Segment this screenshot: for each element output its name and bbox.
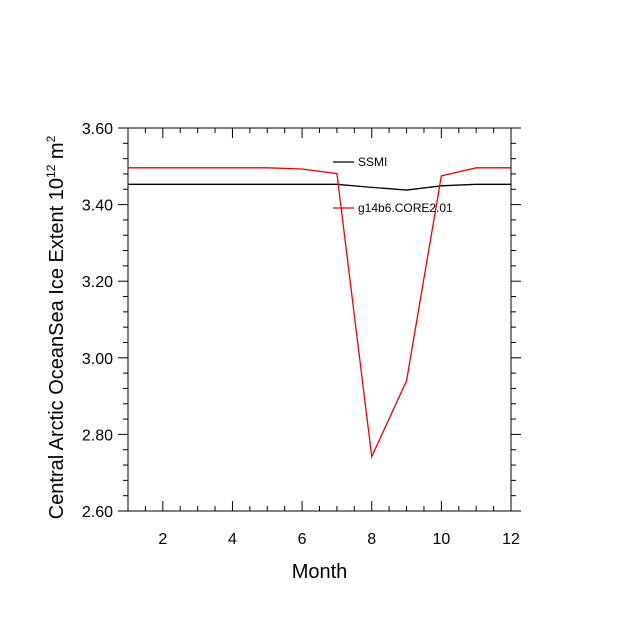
y-axis-label-unit-exponent: 2 <box>44 135 58 142</box>
y-tick-label: 2.60 <box>82 504 113 521</box>
plot-frame <box>127 127 512 512</box>
series-line-1 <box>128 167 511 459</box>
legend-label-1: g14b6.CORE2.01 <box>358 201 453 215</box>
y-axis-label: Central Arctic OceanSea Ice Extent 1012 … <box>44 135 68 519</box>
x-tick-label: 8 <box>367 531 376 548</box>
legend-label-0: SSMI <box>358 155 387 169</box>
series-line-0 <box>128 183 511 191</box>
x-tick-label: 12 <box>502 531 520 548</box>
x-tick-label: 6 <box>298 531 307 548</box>
series-layer <box>128 167 511 459</box>
y-axis-label-unit: m <box>46 142 68 164</box>
y-tick-label: 3.40 <box>82 198 113 215</box>
y-tick-label: 3.60 <box>82 121 113 138</box>
x-axis-label: Month <box>292 561 348 583</box>
legend: SSMI g14b6.CORE2.01 <box>333 155 453 215</box>
minor-ticks <box>123 128 516 511</box>
x-tick-labels: 2 4 6 8 10 12 <box>158 531 520 548</box>
y-axis-label-main: Central Arctic OceanSea Ice Extent 10 <box>46 178 68 519</box>
x-tick-label: 4 <box>228 531 237 548</box>
y-tick-label: 3.20 <box>82 274 113 291</box>
y-tick-label: 2.80 <box>82 427 113 444</box>
y-axis-label-exponent: 12 <box>44 164 58 178</box>
y-tick-label: 3.00 <box>82 351 113 368</box>
x-tick-label: 2 <box>158 531 167 548</box>
x-tick-label: 10 <box>432 531 450 548</box>
y-tick-labels: 2.60 2.80 3.00 3.20 3.40 3.60 <box>82 121 113 521</box>
